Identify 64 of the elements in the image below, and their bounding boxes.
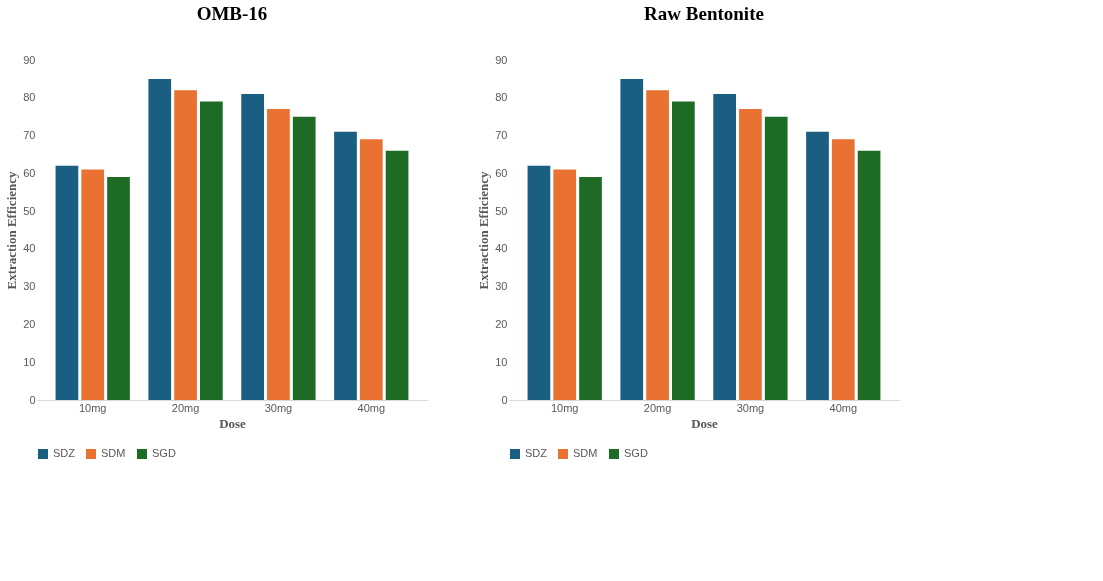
- legend-label: SDM: [573, 447, 598, 459]
- bar: [81, 169, 105, 400]
- y-tick-label: 50: [23, 204, 36, 217]
- bar: [713, 94, 736, 400]
- y-tick-label: 30: [23, 280, 36, 293]
- bar: [620, 78, 644, 400]
- bar: [292, 116, 316, 400]
- legend-label: SDM: [101, 447, 126, 459]
- bar: [831, 139, 855, 400]
- y-tick-label: 60: [23, 166, 36, 179]
- y-axis-title: Extraction Efficiency: [4, 170, 20, 290]
- bar: [527, 165, 551, 400]
- legend-label: SDZ: [53, 447, 76, 459]
- y-tick-label: 10: [23, 355, 36, 368]
- x-tick-label: 40mg: [829, 401, 858, 414]
- bar: [646, 90, 669, 400]
- y-tick-label: 0: [501, 393, 508, 406]
- y-tick-label: 90: [23, 53, 36, 66]
- bar: [739, 109, 762, 400]
- y-tick-label: 80: [23, 91, 36, 104]
- y-tick-label: 40: [495, 242, 508, 255]
- y-tick-label: 90: [495, 53, 508, 66]
- y-tick-label: 30: [495, 280, 508, 293]
- x-tick-label: 10mg: [550, 401, 579, 414]
- y-tick-label: 80: [495, 91, 508, 104]
- bar: [385, 150, 409, 400]
- bar: [174, 90, 197, 400]
- y-tick-label: 0: [29, 393, 36, 406]
- bar: [334, 131, 357, 400]
- x-tick-label: 20mg: [171, 401, 200, 414]
- y-tick-label: 70: [23, 129, 36, 142]
- y-tick-label: 40: [23, 242, 36, 255]
- x-tick-label: 30mg: [264, 401, 293, 414]
- y-tick-label: 10: [495, 355, 508, 368]
- legend-label: SGD: [152, 447, 176, 459]
- y-axis-title: Extraction Efficiency: [476, 170, 492, 290]
- chart-title: Raw Bentonite: [644, 3, 764, 24]
- legend-label: SGD: [624, 447, 648, 459]
- x-tick-label: 40mg: [357, 401, 386, 414]
- y-tick-label: 50: [495, 204, 508, 217]
- bar: [553, 169, 577, 400]
- x-tick-label: 30mg: [736, 401, 765, 414]
- y-tick-label: 20: [23, 317, 36, 330]
- bar: [857, 150, 881, 400]
- bar: [806, 131, 829, 400]
- bar: [55, 165, 79, 400]
- y-tick-label: 70: [495, 129, 508, 142]
- y-tick-label: 60: [495, 166, 508, 179]
- x-axis-title: Dose: [691, 415, 719, 431]
- x-tick-label: 20mg: [643, 401, 672, 414]
- bar: [107, 177, 130, 400]
- bar: [267, 109, 290, 400]
- bar: [672, 101, 695, 400]
- bar: [200, 101, 223, 400]
- chart-title: OMB-16: [196, 3, 268, 24]
- x-axis-title: Dose: [219, 415, 247, 431]
- bar: [579, 177, 602, 400]
- x-tick-label: 10mg: [78, 401, 107, 414]
- legend-label: SDZ: [525, 447, 548, 459]
- bar: [148, 78, 172, 400]
- y-tick-label: 20: [495, 317, 508, 330]
- bar: [359, 139, 383, 400]
- bar: [241, 94, 264, 400]
- bar: [764, 116, 788, 400]
